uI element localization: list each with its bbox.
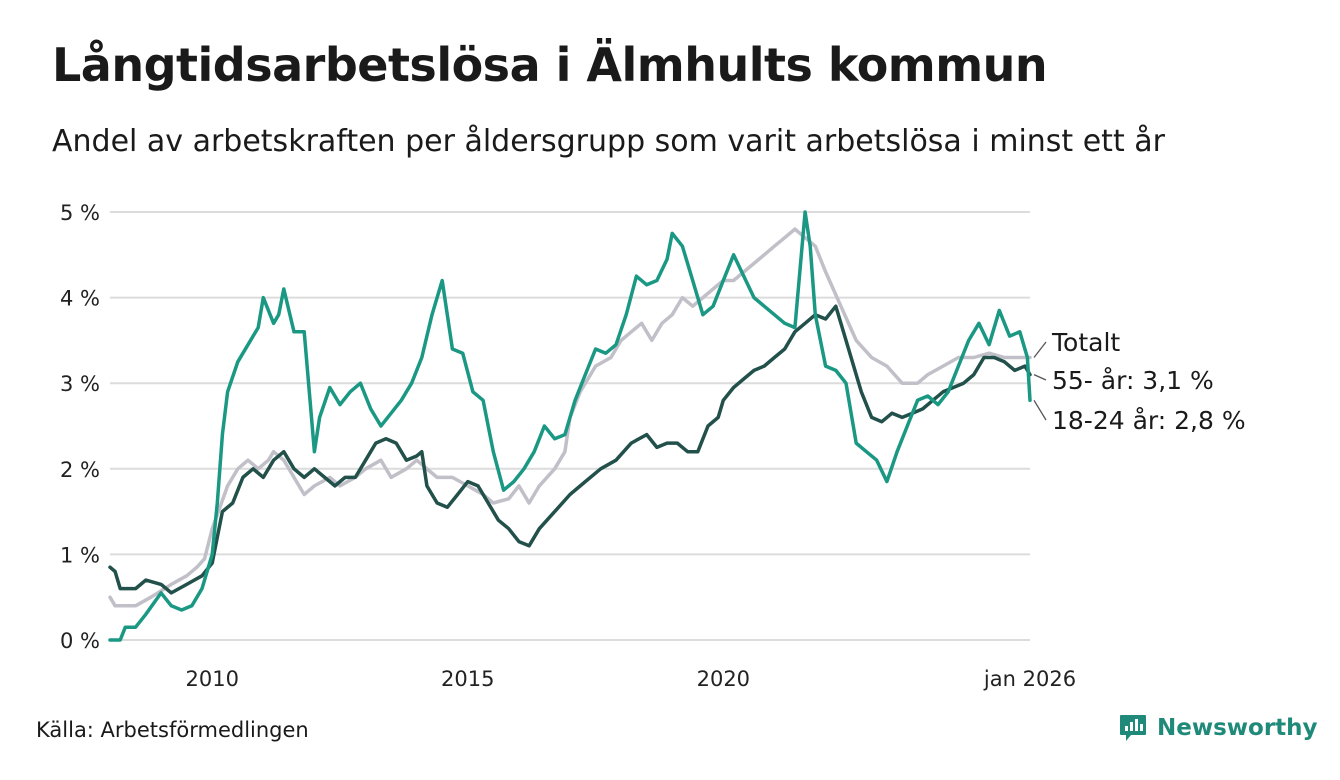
line-chart: 0 %1 %2 %3 %4 %5 % 2010 2015 2020 jan 2026 … xyxy=(60,201,1246,691)
source-note: Källa: Arbetsförmedlingen xyxy=(36,718,309,742)
brand-logo: Newsworthy xyxy=(1118,713,1318,743)
y-axis: 0 % 1 % 2 % 3 % 4 % 5 % xyxy=(60,201,100,653)
series-line-0 xyxy=(108,227,1032,608)
x-tick-label: 2010 xyxy=(185,667,238,691)
series-line-1 xyxy=(108,304,1032,595)
series-line-2 xyxy=(108,210,1032,642)
label-connector xyxy=(1033,374,1047,381)
x-axis: 2010 2015 2020 jan 2026 xyxy=(185,667,1076,691)
series-label: 55- år: 3,1 % xyxy=(1052,366,1214,395)
x-tick-label: jan 2026 xyxy=(983,667,1076,691)
y-tick-label: 2 % xyxy=(60,458,100,482)
series-label: Totalt xyxy=(1051,328,1120,357)
page-subtitle: Andel av arbetskraften per åldersgrupp s… xyxy=(52,124,1165,159)
page-title: Långtidsarbetslösa i Älmhults kommun xyxy=(52,38,1048,92)
y-tick-label: 1 % xyxy=(60,543,100,567)
series-labels: Totalt 55- år: 3,1 % 18-24 år: 2,8 % xyxy=(1033,328,1246,435)
label-connector xyxy=(1033,399,1047,421)
y-tick-label: 0 % xyxy=(60,629,100,653)
y-tick-label: 5 % xyxy=(60,201,100,225)
newsworthy-logo-icon xyxy=(1120,715,1146,741)
series-label: 18-24 år: 2,8 % xyxy=(1052,406,1246,435)
label-connector xyxy=(1033,341,1047,358)
series-layer xyxy=(108,210,1032,642)
y-tick-label: 3 % xyxy=(60,372,100,396)
x-tick-label: 2015 xyxy=(441,667,494,691)
x-tick-label: 2020 xyxy=(697,667,750,691)
y-tick-label: 4 % xyxy=(60,287,100,311)
brand-name: Newsworthy xyxy=(1157,715,1318,741)
